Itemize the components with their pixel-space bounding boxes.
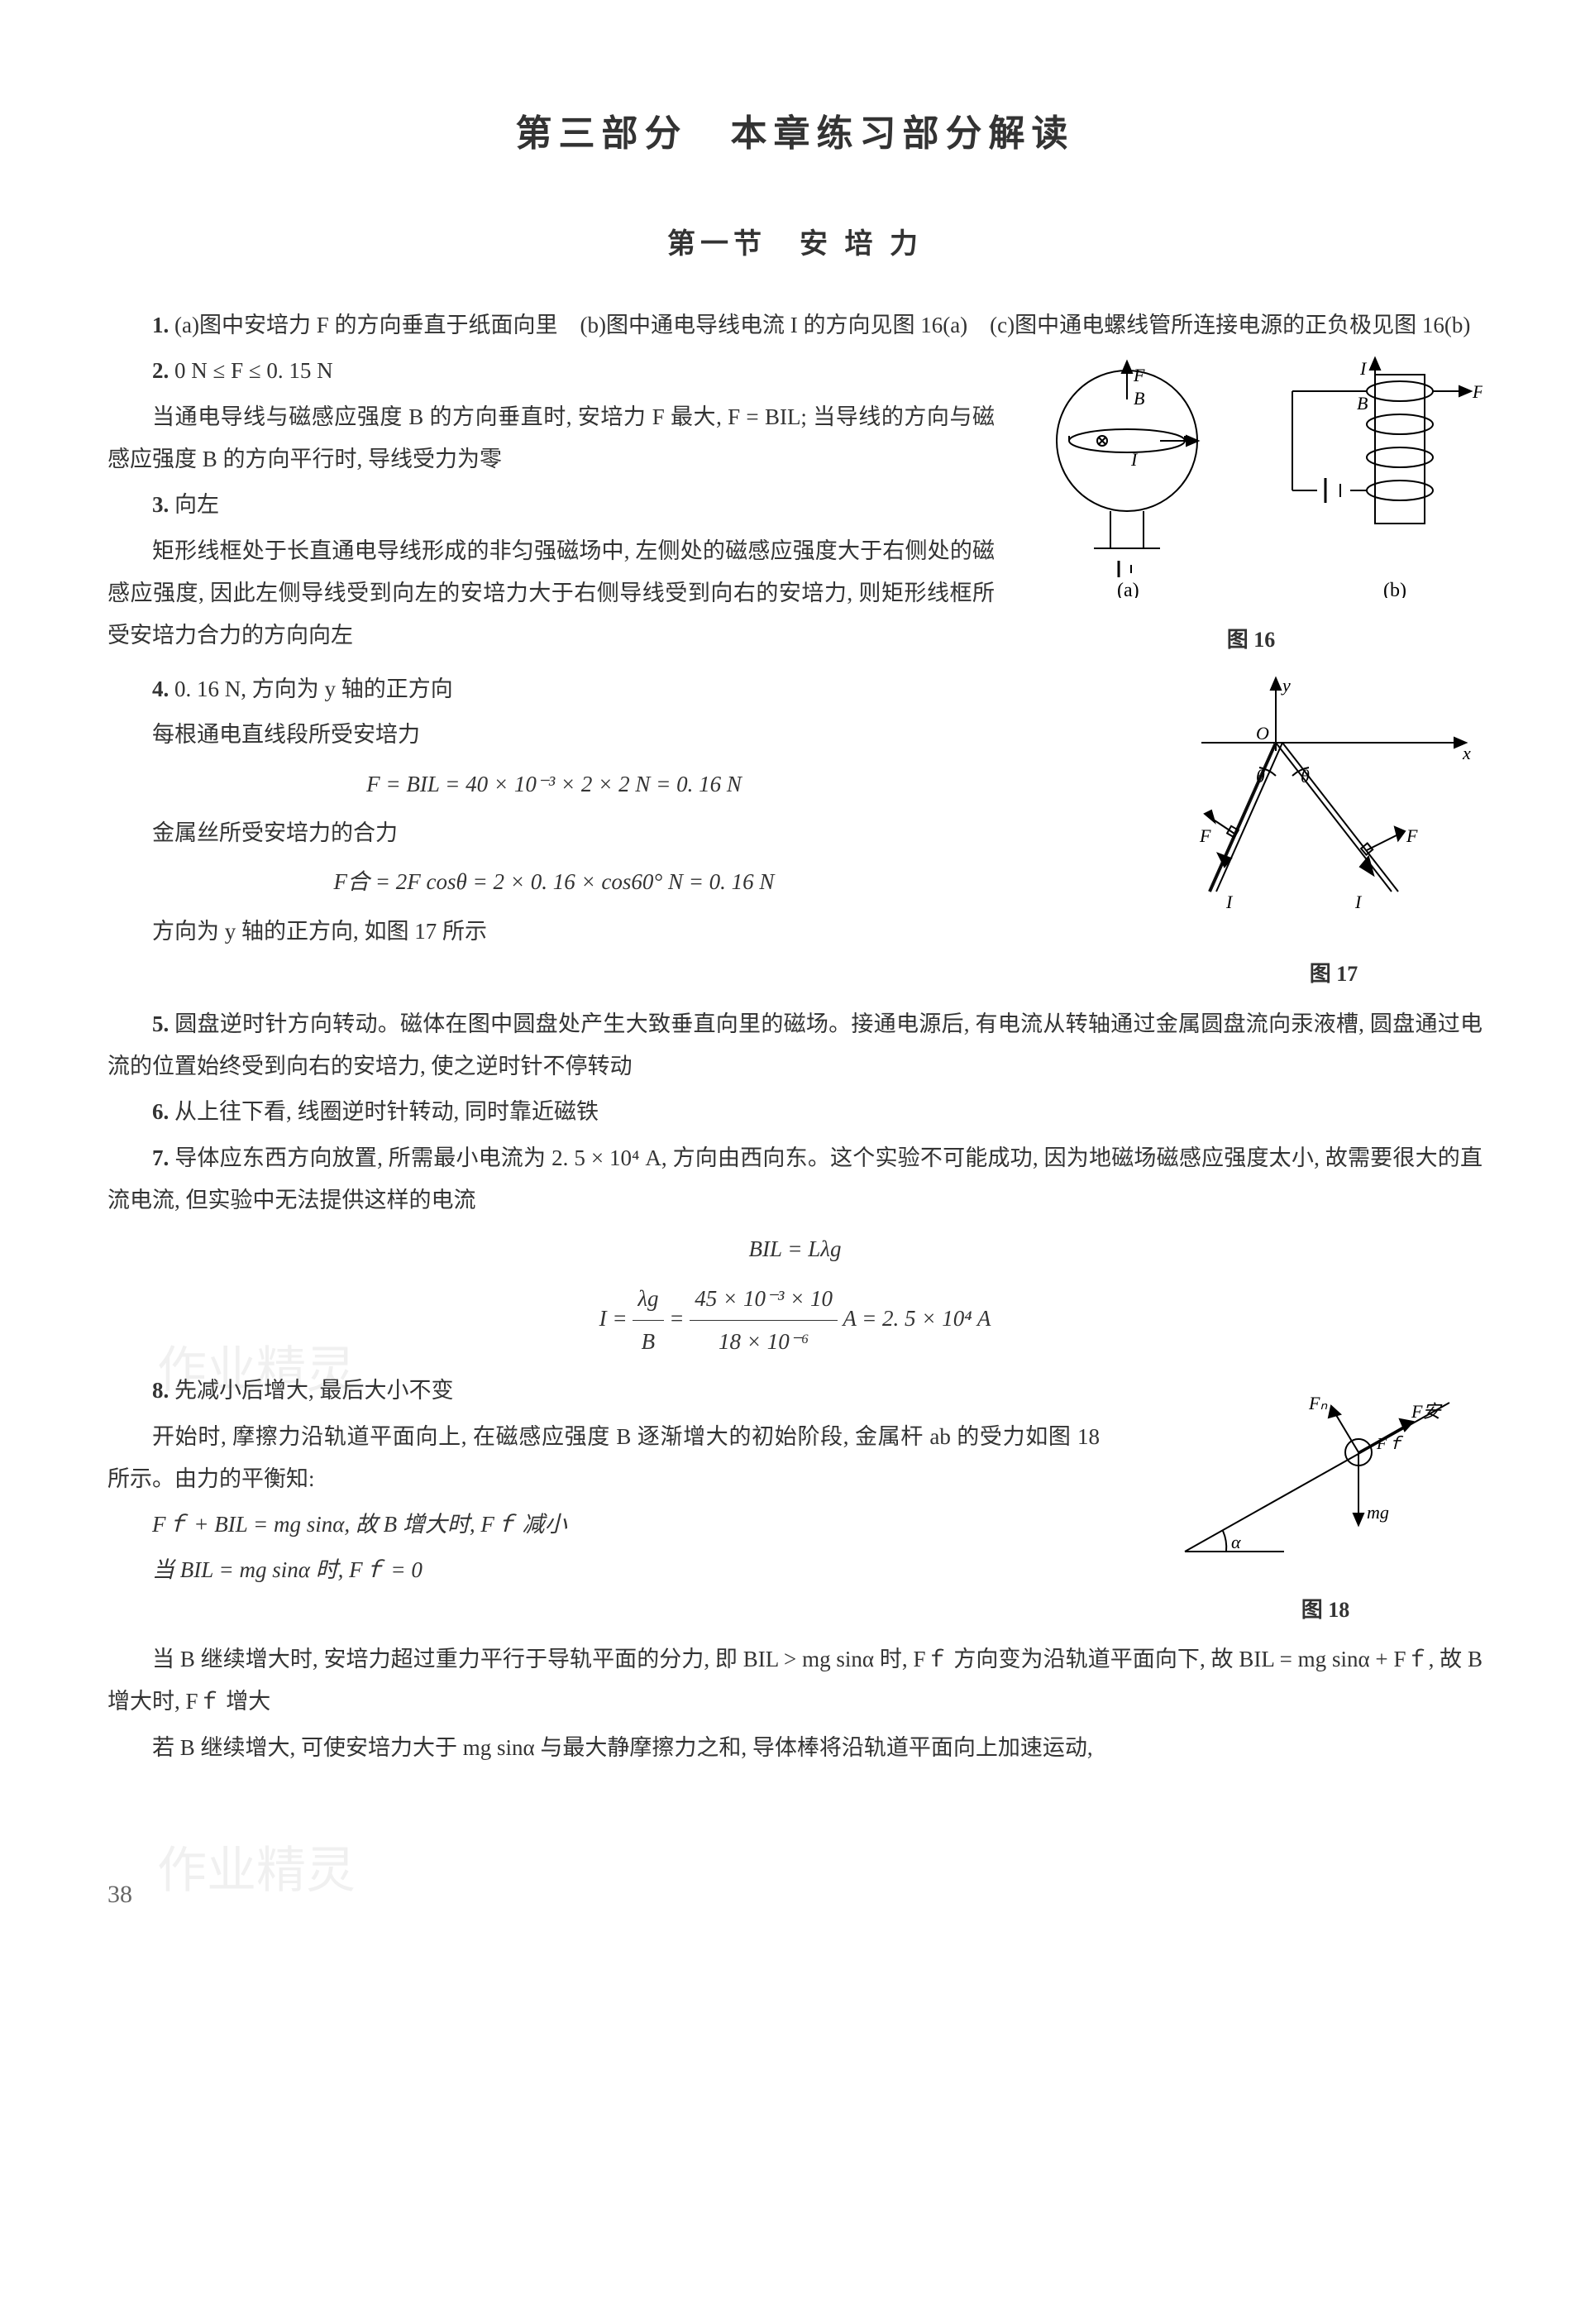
q8-block: 8. 先减小后增大, 最后大小不变 开始时, 摩擦力沿轨道平面向上, 在磁感应强…: [107, 1370, 1100, 1591]
q6-para: 6. 从上往下看, 线圈逆时针转动, 同时靠近磁铁: [107, 1091, 1483, 1133]
q2-ans: 0 N ≤ F ≤ 0. 15 N: [174, 358, 333, 383]
q4-line3: 方向为 y 轴的正方向, 如图 17 所示: [107, 911, 1000, 953]
q6-text: 从上往下看, 线圈逆时针转动, 同时靠近磁铁: [174, 1099, 599, 1124]
q4-block: 4. 0. 16 N, 方向为 y 轴的正方向 每根通电直线段所受安培力 F =…: [107, 668, 1000, 953]
fig18-alpha: α: [1231, 1532, 1241, 1552]
q7-para: 7. 导体应东西方向放置, 所需最小电流为 2. 5 × 10⁴ A, 方向由西…: [107, 1137, 1483, 1222]
q1-text: (a)图中安培力 F 的方向垂直于纸面向里 (b)图中通电导线电流 I 的方向见…: [174, 313, 1470, 337]
q7-formula1: BIL = Lλg: [107, 1228, 1483, 1270]
q7-f2-n1: λg: [633, 1278, 663, 1321]
figure-18-container: Fₙ F安 Fｆ mg α 图 18: [1168, 1370, 1483, 1630]
q8-p5: 若 B 继续增大, 可使安培力大于 mg sinα 与最大静摩擦力之和, 导体棒…: [107, 1727, 1483, 1769]
q7-f2-eq: =: [669, 1306, 684, 1331]
q3-block: 3. 向左 矩形线框处于长直通电导线形成的非匀强磁场中, 左侧处的磁感应强度大于…: [107, 484, 1000, 657]
q2-expl: 当通电导线与磁感应强度 B 的方向垂直时, 安培力 F 最大, F = BIL;…: [107, 396, 1000, 481]
figure-16-container: F B I (a): [1019, 350, 1483, 660]
q6-num: 6.: [152, 1099, 169, 1124]
fig17-F2: F: [1406, 825, 1418, 846]
q7-f2-n2: 45 × 10⁻³ × 10: [690, 1278, 838, 1321]
q8-p4: 当 B 继续增大时, 安培力超过重力平行于导轨平面的分力, 即 BIL > mg…: [107, 1638, 1483, 1724]
figure-18-svg: Fₙ F安 Fｆ mg α: [1168, 1370, 1483, 1568]
section-title: 第一节 安 培 力: [107, 218, 1483, 272]
figure-17-svg: y x O θ θ F F I I: [1185, 668, 1483, 933]
fig17-y: y: [1281, 675, 1291, 696]
fig16-label-F: F: [1133, 365, 1145, 385]
fig17-caption: 图 17: [1185, 954, 1483, 994]
q7-num: 7.: [152, 1145, 169, 1170]
q7-f2-lhs: I =: [599, 1306, 628, 1331]
fig18-Fa: F安: [1411, 1401, 1442, 1422]
q8-num: 8.: [152, 1378, 169, 1403]
fig16-label-B: B: [1134, 388, 1144, 409]
watermark-2: 作业精灵: [157, 1824, 356, 1918]
fig16-sub-b: (b): [1383, 580, 1406, 598]
fig17-I1: I: [1225, 892, 1234, 912]
fig16b-label-I: I: [1359, 358, 1368, 379]
q4-formula2: F合 = 2F cosθ = 2 × 0. 16 × cos60° N = 0.…: [107, 861, 1000, 903]
q7-f2-d2: 18 × 10⁻⁶: [690, 1321, 838, 1363]
fig16b-label-B: B: [1357, 393, 1368, 414]
q3-expl: 矩形线框处于长直通电导线形成的非匀强磁场中, 左侧处的磁感应强度大于右侧处的磁感…: [107, 530, 1000, 658]
q4-num: 4.: [152, 677, 169, 701]
q7-f2-d1: B: [633, 1321, 663, 1363]
q5-num: 5.: [152, 1011, 169, 1036]
q4-line1: 每根通电直线段所受安培力: [107, 714, 1000, 756]
fig17-F1: F: [1199, 825, 1211, 846]
fig18-Ff: Fｆ: [1376, 1435, 1404, 1453]
q8-p1: 开始时, 摩擦力沿轨道平面向上, 在磁感应强度 B 逐渐增大的初始阶段, 金属杆…: [107, 1416, 1100, 1501]
fig18-mg: mg: [1367, 1502, 1389, 1523]
q7-text: 导体应东西方向放置, 所需最小电流为 2. 5 × 10⁴ A, 方向由西向东。…: [107, 1145, 1483, 1212]
fig17-th1: θ: [1256, 766, 1265, 787]
q8-p2: Fｆ + BIL = mg sinα, 故 B 增大时, Fｆ 减小: [107, 1504, 1100, 1546]
q8-ans: 先减小后增大, 最后大小不变: [174, 1378, 454, 1403]
q1-num: 1.: [152, 313, 169, 337]
fig16b-label-F: F: [1472, 381, 1483, 402]
q7-f2-rhs: A = 2. 5 × 10⁴ A: [843, 1306, 991, 1331]
fig16-sub-a: (a): [1117, 580, 1139, 598]
q7-formula2: I = λg B = 45 × 10⁻³ × 10 18 × 10⁻⁶ A = …: [107, 1278, 1483, 1364]
q5-para: 5. 圆盘逆时针方向转动。磁体在图中圆盘处产生大致垂直向里的磁场。接通电源后, …: [107, 1003, 1483, 1088]
q4-line2: 金属丝所受安培力的合力: [107, 812, 1000, 854]
q4-ans: 0. 16 N, 方向为 y 轴的正方向: [174, 677, 453, 701]
q3-ans: 向左: [174, 492, 219, 517]
q2-num: 2.: [152, 358, 169, 383]
fig17-th2: θ: [1301, 766, 1310, 787]
fig17-x: x: [1462, 743, 1471, 763]
q4-formula1: F = BIL = 40 × 10⁻³ × 2 × 2 N = 0. 16 N: [107, 763, 1000, 806]
main-title: 第三部分 本章练习部分解读: [107, 99, 1483, 169]
q8-p3: 当 BIL = mg sinα 时, Fｆ = 0: [107, 1549, 1100, 1591]
fig17-O: O: [1256, 723, 1269, 744]
q1-para: 1. (a)图中安培力 F 的方向垂直于纸面向里 (b)图中通电导线电流 I 的…: [107, 304, 1483, 347]
figure-17-container: y x O θ θ F F I I 图 17: [1185, 668, 1483, 995]
fig16-caption: 图 16: [1019, 619, 1483, 660]
q2-block: 2. 0 N ≤ F ≤ 0. 15 N 当通电导线与磁感应强度 B 的方向垂直…: [107, 350, 1000, 481]
q5-text: 圆盘逆时针方向转动。磁体在图中圆盘处产生大致垂直向里的磁场。接通电源后, 有电流…: [107, 1011, 1483, 1078]
q3-num: 3.: [152, 492, 169, 517]
figure-16-svg: F B I (a): [1019, 350, 1483, 598]
fig17-I2: I: [1354, 892, 1363, 912]
page-content: 作业精灵 第三部分 本章练习部分解读 第一节 安 培 力 1. (a)图中安培力…: [107, 99, 1483, 1769]
fig18-caption: 图 18: [1168, 1590, 1483, 1630]
fig18-FN: Fₙ: [1308, 1393, 1327, 1413]
page-number: 38: [107, 1871, 132, 1918]
